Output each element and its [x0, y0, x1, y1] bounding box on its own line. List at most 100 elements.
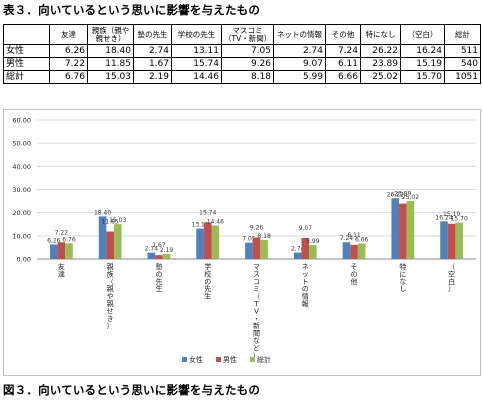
- legend-swatch: [250, 357, 255, 362]
- bar: [350, 244, 358, 259]
- x-tick-label: マスコミ（ T V ・新聞など）: [253, 263, 260, 360]
- bar: [260, 240, 268, 259]
- chart-area: 0.00 10.00 20.00 30.00 40.00 50.00 60.00 6.26 7.…: [3, 109, 481, 376]
- data-label: 13.11: [192, 222, 209, 229]
- bar: [203, 222, 212, 259]
- table-header-row: 友達 親族（親や親せき） 塾の先生 学校の先生 マスコミ（TV・新聞） ネットの情報 その他…: [3, 24, 481, 45]
- table-cell: 11.85: [87, 57, 134, 71]
- data-table: 友達 親族（親や親せき） 塾の先生 学校の先生 マスコミ（TV・新聞） ネットの情報 その他…: [3, 24, 481, 84]
- table-cell: 1051: [444, 70, 481, 84]
- legend-label: 女性: [189, 355, 203, 364]
- table-cell: 2.74: [273, 44, 326, 58]
- data-label: 8.18: [257, 233, 271, 240]
- bar: [301, 237, 310, 259]
- table-cell: 6.66: [325, 70, 361, 84]
- table-cell: 6.76: [49, 70, 88, 84]
- table-corner-cell: [3, 24, 50, 45]
- table-cell: 15.74: [171, 57, 222, 71]
- table-row: 女性 6.26 18.40 2.74 13.11 7.05 2.74 7.24 26.22 16.…: [3, 44, 481, 58]
- data-label: 7.05: [242, 236, 256, 243]
- data-label: 16.24: [435, 214, 452, 221]
- x-tick-label: ネットの情報: [302, 263, 309, 308]
- table-cell: 6.11: [325, 57, 361, 71]
- data-label: 6.76: [62, 236, 76, 243]
- x-tick-label: 学校の先生: [204, 262, 211, 301]
- bar: [342, 242, 351, 259]
- y-tick-label: 60.00: [12, 117, 31, 125]
- bar: [406, 201, 415, 259]
- data-label: 11.85: [102, 219, 119, 226]
- table-cell: 2.19: [133, 70, 172, 84]
- table-cell: 540: [444, 57, 481, 71]
- data-label: 26.22: [387, 191, 404, 198]
- data-label: 2.74: [145, 246, 159, 253]
- column-header: ネットの情報: [273, 24, 326, 45]
- data-label: 15.74: [199, 210, 216, 217]
- bar: [245, 242, 253, 259]
- table-cell: 15.03: [87, 70, 134, 84]
- data-label: 15.03: [109, 217, 126, 224]
- bar: [357, 243, 366, 259]
- table-cell: 15.70: [400, 70, 445, 84]
- x-tick-label: 特になし: [399, 262, 406, 293]
- bar: [106, 231, 114, 259]
- column-header: 特になし: [360, 24, 401, 45]
- table-cell: 8.18: [221, 70, 274, 84]
- x-tick-label: （空白）: [448, 263, 455, 293]
- x-tick-label: 親族（親や親せき）: [107, 262, 114, 330]
- table-cell: 26.22: [360, 44, 401, 58]
- x-tick-label: 塾の先生: [155, 262, 162, 293]
- data-label: 15.19: [443, 211, 460, 218]
- table-cell: 7.22: [49, 57, 88, 71]
- y-tick-label: 30.00: [12, 186, 31, 194]
- bar: [211, 225, 220, 259]
- row-label: 女性: [3, 44, 50, 58]
- data-label: 14.46: [207, 219, 224, 226]
- x-tick-label: 友達: [58, 262, 65, 278]
- table-cell: 14.46: [171, 70, 222, 84]
- column-header: 友達: [49, 24, 88, 45]
- data-label: 1.67: [152, 242, 166, 249]
- bar: [440, 221, 448, 259]
- bar: [447, 223, 456, 259]
- bar: [147, 252, 156, 259]
- table-cell: 15.19: [400, 57, 445, 71]
- table-cell: 25.02: [360, 70, 401, 84]
- data-label: 23.89: [394, 191, 411, 198]
- table-cell: 7.24: [325, 44, 361, 58]
- row-label: 総計: [3, 70, 50, 84]
- y-tick-label: 10.00: [12, 232, 31, 240]
- table-cell: 9.07: [273, 57, 326, 71]
- bar: [309, 245, 317, 259]
- column-header: マスコミ（TV・新聞）: [221, 24, 274, 45]
- table-row: 男性 7.22 11.85 1.67 15.74 9.26 9.07 6.11 23.89 15.…: [3, 57, 481, 71]
- table-cell: 2.74: [133, 44, 172, 58]
- data-label: 6.66: [355, 237, 369, 244]
- table-cell: 13.11: [171, 44, 222, 58]
- table-cell: 9.26: [221, 57, 274, 71]
- bar-chart: 0.0010.0020.0030.0040.0050.0060.006.267.…: [12, 117, 476, 364]
- bar: [391, 198, 400, 259]
- bar: [49, 244, 58, 259]
- y-tick-label: 40.00: [12, 163, 31, 171]
- data-label: 18.40: [94, 209, 111, 216]
- column-header: その他: [325, 24, 361, 45]
- legend-swatch: [182, 357, 187, 362]
- column-header: 総計: [444, 24, 481, 45]
- bar: [57, 242, 66, 259]
- data-label: 9.26: [250, 225, 264, 232]
- y-tick-label: 0.00: [17, 256, 31, 264]
- y-tick-label: 50.00: [12, 140, 31, 148]
- bar: [65, 243, 73, 259]
- data-label: 2.74: [291, 246, 305, 253]
- table-cell: 5.99: [273, 70, 326, 84]
- column-header: 親族（親や親せき）: [87, 24, 134, 45]
- legend-label: 総計: [257, 355, 271, 364]
- x-tick-label: その他: [351, 263, 358, 286]
- bar: [162, 253, 171, 259]
- table-cell: 1.67: [133, 57, 172, 71]
- data-label: 6.11: [347, 232, 361, 239]
- bar: [399, 203, 407, 259]
- bar: [196, 228, 204, 259]
- table-cell: 18.40: [87, 44, 134, 58]
